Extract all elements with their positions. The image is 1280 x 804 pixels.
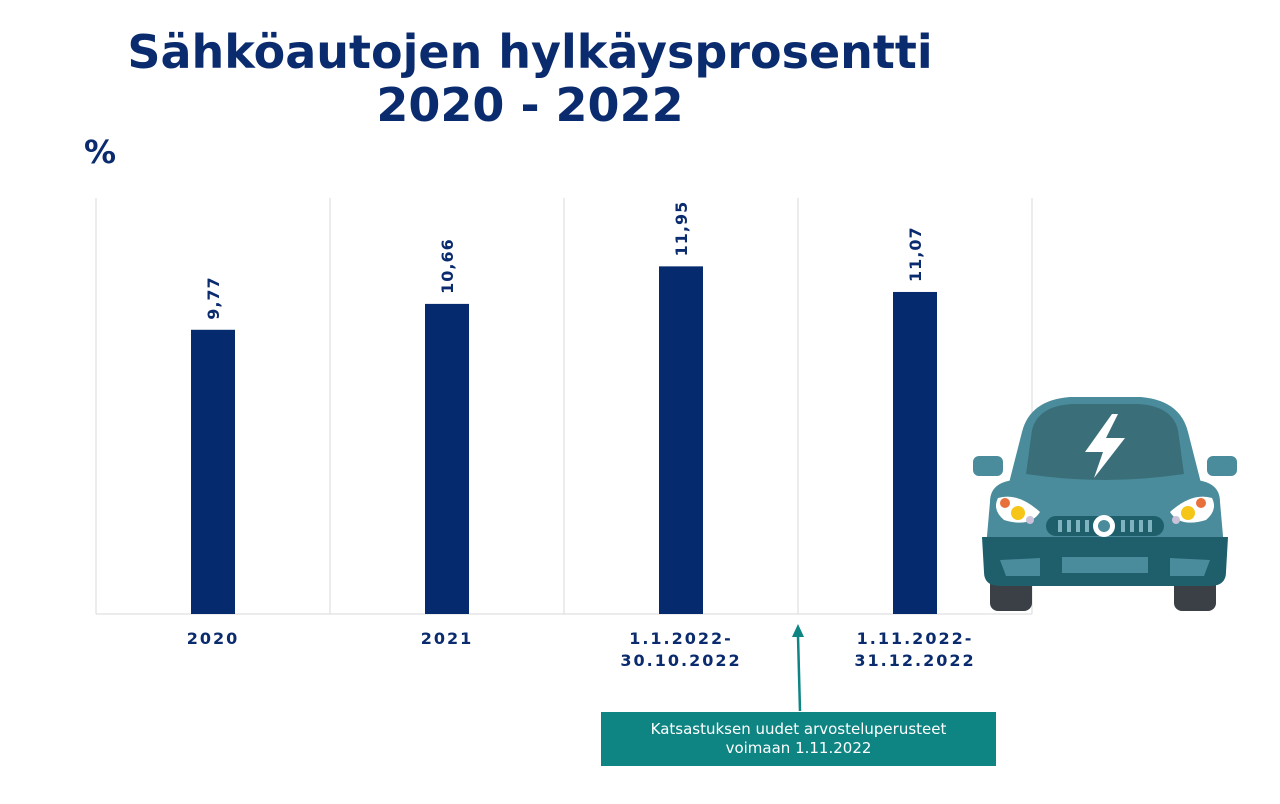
grille-slats (1058, 520, 1152, 532)
right-indicator (1196, 498, 1206, 508)
x-tick-label: 2021 (421, 629, 474, 648)
data-label: 11,07 (906, 226, 925, 282)
data-label: 11,95 (672, 201, 691, 257)
chart-title-line1: Sähköautojen hylkäysprosentti (127, 25, 933, 79)
annotation-box: Katsastuksen uudet arvosteluperusteet vo… (601, 712, 996, 766)
y-unit-label: % (84, 133, 117, 171)
left-headlight-bulb (1011, 506, 1025, 520)
bar (893, 291, 937, 614)
left-fog-panel (1000, 558, 1040, 576)
bar (425, 303, 469, 614)
left-indicator (1000, 498, 1010, 508)
chart-title-line2: 2020 - 2022 (376, 78, 684, 132)
left-mirror (973, 456, 1003, 476)
chart-title: Sähköautojen hylkäysprosentti 2020 - 202… (40, 26, 1020, 132)
x-tick-label: 2020 (187, 629, 240, 648)
annotation-arrow-line (796, 635, 802, 712)
annotation-line1: Katsastuksen uudet arvosteluperusteet (650, 720, 947, 738)
x-tick-label: 1.11.2022- (857, 629, 974, 648)
data-label: 10,66 (438, 238, 457, 294)
right-headlight-bulb (1181, 506, 1195, 520)
right-headlight-dot (1172, 516, 1180, 524)
car-emblem-center (1098, 520, 1110, 532)
right-mirror (1207, 456, 1237, 476)
data-label: 9,77 (204, 276, 223, 319)
x-tick-label: 30.10.2022 (620, 651, 741, 670)
lightning-icon (1085, 414, 1125, 478)
x-tick-label: 31.12.2022 (854, 651, 975, 670)
bar (659, 266, 703, 614)
annotation-arrow-head (792, 624, 804, 637)
bar (191, 329, 235, 614)
electric-car-icon (973, 397, 1237, 611)
license-plate (1062, 557, 1148, 573)
x-tick-label: 1.1.2022- (629, 629, 733, 648)
left-headlight-dot (1026, 516, 1034, 524)
right-fog-panel (1170, 558, 1210, 576)
annotation-line2: voimaan 1.11.2022 (725, 739, 872, 757)
